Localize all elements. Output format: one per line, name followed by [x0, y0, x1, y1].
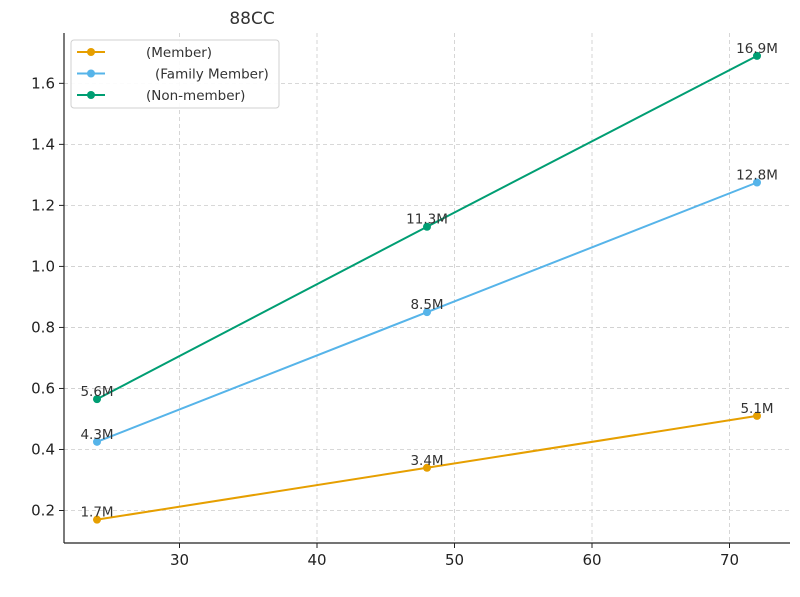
y-tick-label-3: 0.8	[31, 318, 55, 336]
data-label-0-1: 3.4M	[410, 453, 443, 469]
x-tick-label-3: 60	[582, 551, 601, 569]
data-label-2-0: 5.6M	[80, 384, 113, 400]
data-point-2-1	[423, 222, 431, 231]
data-label-1-1: 8.5M	[410, 297, 443, 313]
data-point-0-2	[753, 411, 761, 420]
legend-marker-1	[87, 69, 95, 78]
data-labels: 1.7M 3.4M 5.1M 4.3M 8.5M 12.8M 5.6M 11.3M 16.9M	[80, 41, 777, 521]
axes: 30 40 50 60 70 0.2 0.4 0.6 0.8 1.0 1.2 1.4 1.6	[31, 33, 790, 569]
data-point-0-1	[423, 463, 431, 472]
data-label-0-0: 1.7M	[80, 505, 113, 521]
data-point-2-2	[753, 51, 761, 60]
legend-label-0: (Member)	[146, 45, 212, 61]
data-label-1-0: 4.3M	[80, 427, 113, 443]
series-layer	[93, 51, 761, 524]
y-tick-label-5: 1.2	[31, 196, 55, 214]
y-tick-label-4: 1.0	[31, 257, 55, 275]
data-point-0-0	[93, 515, 101, 524]
x-tick-label-4: 70	[720, 551, 739, 569]
x-tick-label-1: 40	[307, 551, 326, 569]
legend-label-2: (Non-member)	[146, 88, 245, 104]
data-label-1-2: 12.8M	[736, 168, 778, 184]
legend-box	[70, 39, 280, 109]
legend: (Member) (Family Member) (Non-member)	[70, 39, 280, 109]
x-tick-label-2: 50	[445, 551, 464, 569]
data-point-1-1	[423, 308, 431, 317]
data-label-2-2: 16.9M	[736, 41, 778, 57]
data-point-1-0	[93, 437, 101, 446]
y-tick-label-2: 0.6	[31, 379, 55, 397]
grid	[64, 33, 790, 543]
data-label-0-2: 5.1M	[740, 401, 773, 417]
legend-marker-0	[87, 48, 95, 56]
data-label-2-1: 11.3M	[406, 212, 448, 228]
data-point-2-0	[93, 395, 101, 404]
legend-marker-2	[87, 91, 95, 99]
y-tick-label-6: 1.4	[31, 135, 55, 153]
chart-title: 88CC	[229, 9, 274, 29]
x-tick-label-0: 30	[170, 551, 189, 569]
y-tick-label-0: 0.2	[31, 502, 55, 520]
data-point-1-2	[753, 178, 761, 187]
y-tick-label-1: 0.4	[31, 440, 55, 458]
legend-label-1: (Family Member)	[155, 67, 269, 83]
y-tick-label-7: 1.6	[31, 74, 55, 92]
